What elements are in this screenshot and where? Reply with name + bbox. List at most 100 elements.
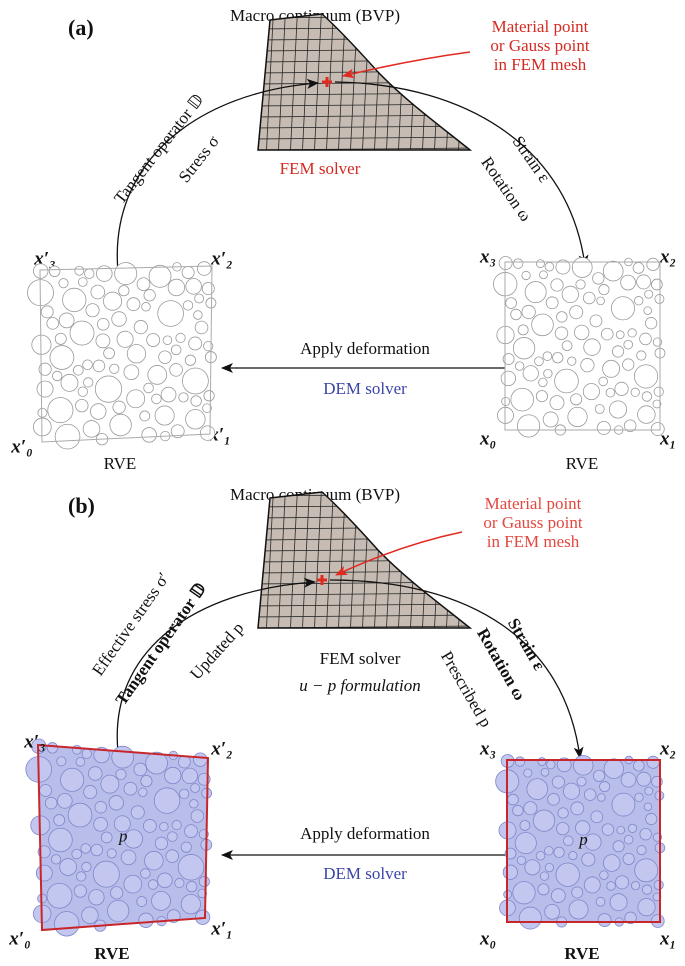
particle xyxy=(638,406,656,424)
particle xyxy=(545,847,554,856)
particle xyxy=(535,357,544,366)
particle xyxy=(139,788,148,797)
particle xyxy=(595,405,604,414)
particle xyxy=(54,911,79,936)
particle xyxy=(536,851,545,860)
particle xyxy=(533,810,554,831)
particle xyxy=(600,782,610,792)
particle xyxy=(107,849,116,858)
particle xyxy=(499,256,512,269)
particle xyxy=(117,331,133,347)
particle xyxy=(555,327,568,340)
particle xyxy=(562,341,572,351)
particle xyxy=(640,828,652,840)
particle xyxy=(517,856,525,864)
corner: x′₂ xyxy=(210,248,232,269)
particle xyxy=(548,793,560,805)
particle xyxy=(598,914,611,927)
particle xyxy=(111,887,123,899)
particle xyxy=(508,794,519,805)
particle xyxy=(179,789,188,798)
particle xyxy=(155,406,174,425)
particle xyxy=(48,397,73,422)
particle xyxy=(182,266,194,278)
particle xyxy=(502,397,510,405)
particle xyxy=(601,328,613,340)
particle xyxy=(134,320,147,333)
particle xyxy=(511,388,534,411)
particle xyxy=(52,371,62,381)
particle xyxy=(584,789,596,801)
particle xyxy=(613,841,624,852)
particle xyxy=(647,756,659,768)
particle xyxy=(638,898,655,915)
particle xyxy=(96,334,110,348)
particle xyxy=(497,326,514,343)
particle xyxy=(536,260,544,268)
particle xyxy=(655,294,664,303)
particle xyxy=(76,757,85,766)
arc-label: Stress σ xyxy=(175,132,223,186)
particle xyxy=(161,387,176,402)
particle xyxy=(646,813,657,824)
particle xyxy=(191,784,200,793)
particle xyxy=(555,369,579,393)
particle xyxy=(513,337,535,359)
particle xyxy=(116,769,126,779)
particle xyxy=(637,772,651,786)
particle xyxy=(75,266,84,275)
solver: u − p formulation xyxy=(299,676,421,695)
rve-label: RVE xyxy=(94,944,129,963)
particle xyxy=(628,824,636,832)
particle xyxy=(59,313,74,328)
particle xyxy=(182,368,208,394)
arrow-label: DEM solver xyxy=(323,864,407,883)
diagram: (a) Macro continuum (BVP) Material point… xyxy=(0,0,685,966)
particle xyxy=(563,783,579,799)
particle xyxy=(615,382,628,395)
rve-label: RVE xyxy=(566,454,599,473)
particle xyxy=(141,869,151,879)
particle xyxy=(143,819,156,832)
particle xyxy=(543,412,558,427)
particle xyxy=(127,298,140,311)
particle xyxy=(91,285,105,299)
particle xyxy=(574,325,589,340)
particle xyxy=(581,358,594,371)
particle xyxy=(557,822,569,834)
particle xyxy=(596,897,605,906)
particle xyxy=(110,364,119,373)
particle xyxy=(165,767,181,783)
particle xyxy=(181,895,200,914)
particle xyxy=(513,881,535,903)
particle xyxy=(602,824,614,836)
particle xyxy=(609,401,626,418)
rve-label: RVE xyxy=(104,454,137,473)
particle xyxy=(612,346,623,357)
particle xyxy=(640,333,652,345)
particle xyxy=(127,390,145,408)
particle xyxy=(148,880,158,890)
particle xyxy=(647,258,659,270)
particle xyxy=(547,760,556,769)
particle xyxy=(200,426,215,441)
particle xyxy=(121,850,136,865)
particle xyxy=(199,876,209,886)
particle xyxy=(47,743,58,754)
particle xyxy=(584,339,601,356)
particle xyxy=(645,787,653,795)
panel-b: (b) Macro continuum (BVP) Material point… xyxy=(8,478,676,963)
panel-a: (a) Macro continuum (BVP) Material point… xyxy=(10,0,676,473)
particle xyxy=(147,334,160,347)
particle xyxy=(606,388,615,397)
particle xyxy=(40,784,52,796)
particle xyxy=(635,859,658,882)
particle xyxy=(191,810,204,823)
particle xyxy=(109,796,123,810)
particle xyxy=(573,755,593,775)
particle xyxy=(611,297,634,320)
particle xyxy=(185,825,198,838)
particle xyxy=(544,369,553,378)
particle xyxy=(179,393,188,402)
particle xyxy=(651,422,664,435)
